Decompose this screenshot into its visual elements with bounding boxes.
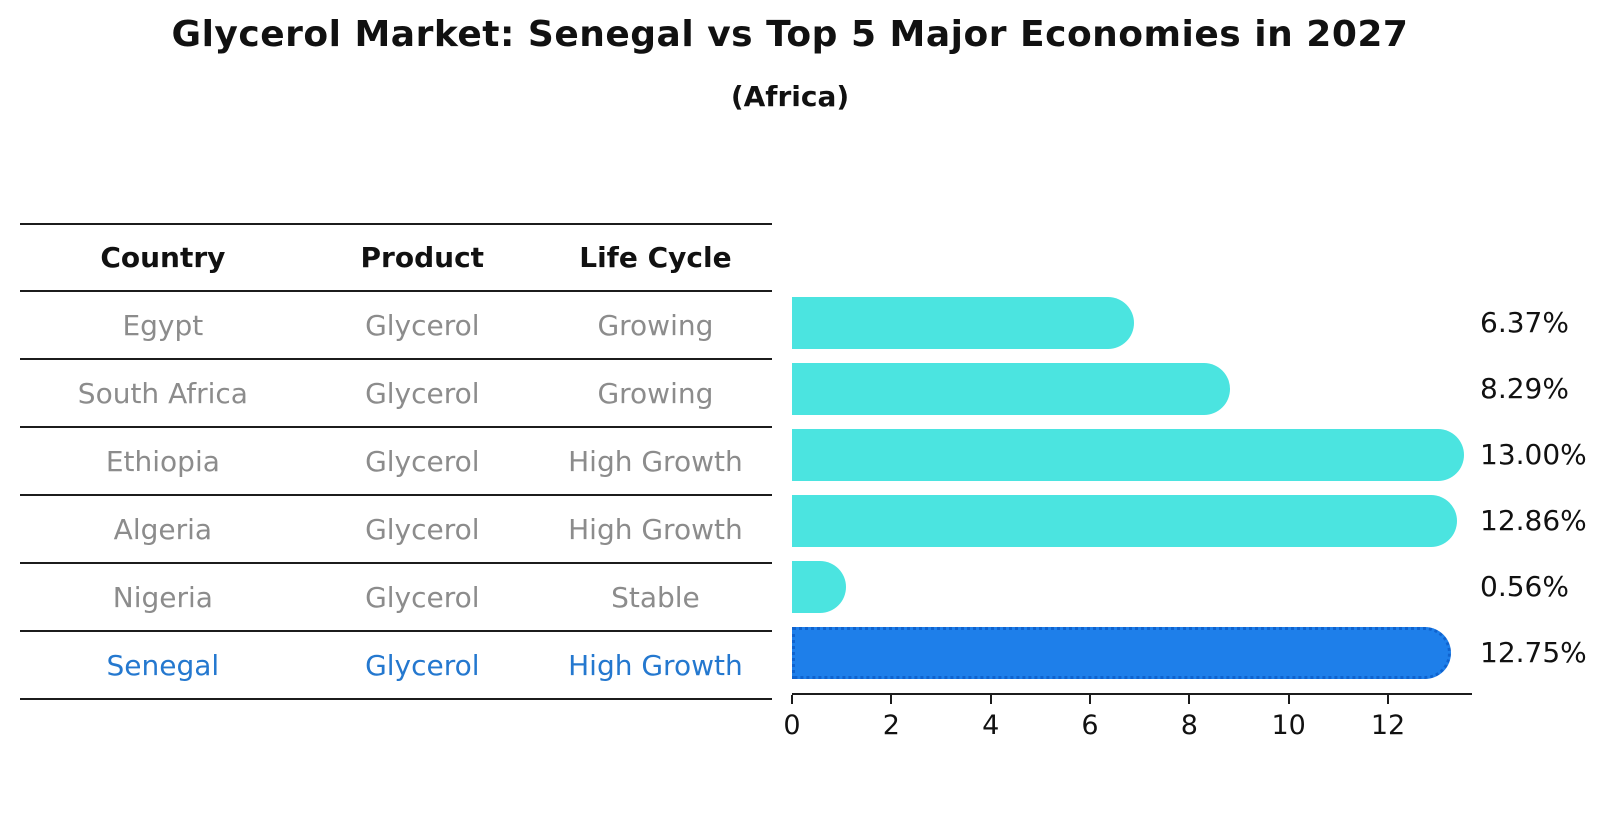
- life-cycle-cell: Growing: [597, 308, 714, 342]
- x-axis-tick: [1387, 695, 1390, 704]
- bar-value-label: 8.29%: [1480, 372, 1569, 405]
- x-axis-tick-label: 2: [882, 710, 900, 741]
- product-cell: Glycerol: [365, 376, 480, 410]
- x-axis-tick: [1089, 695, 1092, 704]
- table-row: Nigeria Glycerol Stable: [20, 564, 772, 632]
- chart-subtitle: (Africa): [730, 80, 850, 113]
- country-cell: Egypt: [122, 308, 204, 342]
- bar-value-label: 0.56%: [1480, 570, 1569, 603]
- bar: [792, 495, 1457, 547]
- product-cell: Glycerol: [365, 580, 480, 614]
- bar-value-label: 12.75%: [1480, 636, 1587, 669]
- product-cell: Glycerol: [365, 444, 480, 478]
- column-header-life-cycle: Life Cycle: [579, 241, 732, 274]
- life-cycle-cell: Growing: [597, 376, 714, 410]
- table-row: South Africa Glycerol Growing: [20, 360, 772, 428]
- life-cycle-cell: High Growth: [568, 512, 743, 546]
- x-axis-tick-label: 8: [1180, 710, 1198, 741]
- country-cell: Algeria: [113, 512, 213, 546]
- table-row: Ethiopia Glycerol High Growth: [20, 428, 772, 496]
- table-row: Senegal Glycerol High Growth: [20, 632, 772, 700]
- product-cell: Glycerol: [365, 512, 480, 546]
- bar: [792, 429, 1464, 481]
- table-row: Egypt Glycerol Growing: [20, 292, 772, 360]
- column-header-product: Product: [360, 241, 485, 274]
- country-cell: Nigeria: [112, 580, 213, 614]
- x-axis-tick-label: 0: [783, 710, 801, 741]
- life-cycle-cell: Stable: [611, 580, 700, 614]
- x-axis-tick: [1188, 695, 1191, 704]
- x-axis-tick: [791, 695, 793, 704]
- country-cell: South Africa: [77, 376, 248, 410]
- x-axis-tick-label: 6: [1081, 710, 1099, 741]
- life-cycle-cell: High Growth: [568, 648, 743, 682]
- bar-value-label: 13.00%: [1480, 438, 1587, 471]
- x-axis-line: [792, 693, 1472, 695]
- life-cycle-cell: High Growth: [568, 444, 743, 478]
- chart-title: Glycerol Market: Senegal vs Top 5 Major …: [171, 14, 1409, 55]
- product-cell: Glycerol: [365, 308, 480, 342]
- x-axis-tick: [1287, 695, 1290, 704]
- country-table: Country Product Life Cycle Egypt Glycero…: [20, 223, 772, 700]
- product-cell: Glycerol: [365, 648, 480, 682]
- bar-value-label: 6.37%: [1480, 306, 1569, 339]
- country-cell: Ethiopia: [105, 444, 220, 478]
- x-axis-tick: [890, 695, 893, 704]
- column-header-country: Country: [100, 241, 226, 274]
- x-axis-tick-label: 12: [1370, 710, 1406, 741]
- x-axis-tick-label: 10: [1271, 710, 1306, 741]
- bar: [792, 363, 1230, 415]
- bar-highlighted: [792, 627, 1451, 679]
- table-row: Algeria Glycerol High Growth: [20, 496, 772, 564]
- table-body: Egypt Glycerol Growing South Africa Glyc…: [20, 292, 772, 700]
- country-cell: Senegal: [106, 648, 220, 682]
- bar: [792, 561, 846, 613]
- bar-value-label: 12.86%: [1480, 504, 1587, 537]
- x-axis-tick-label: 4: [982, 710, 1000, 741]
- bar: [792, 297, 1134, 349]
- table-header-row: Country Product Life Cycle: [20, 225, 772, 292]
- x-axis-tick: [989, 695, 992, 704]
